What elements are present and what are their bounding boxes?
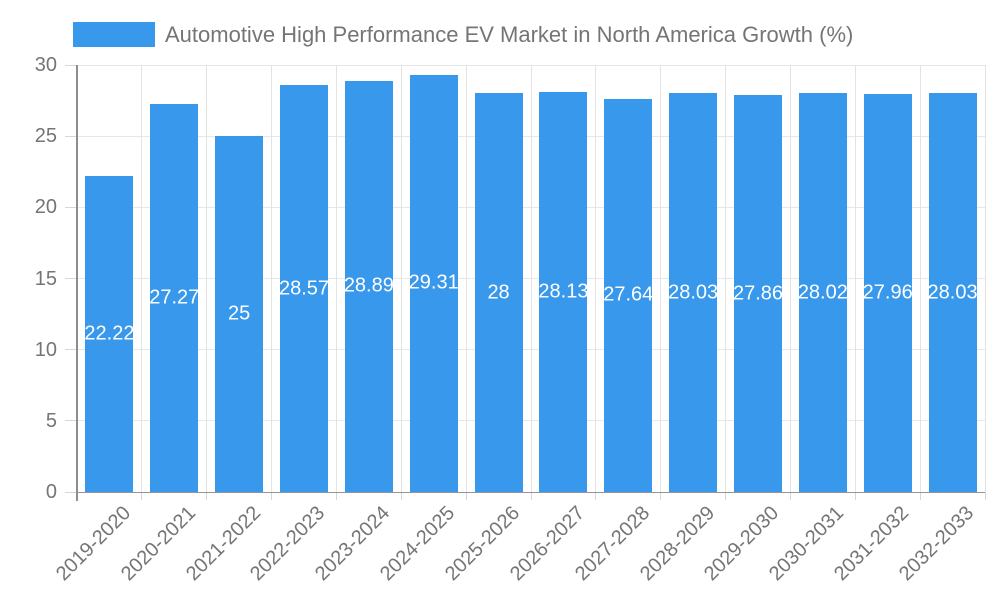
bar[interactable]: 27.64 xyxy=(604,98,653,492)
y-tick-mark xyxy=(65,206,77,208)
x-axis-line xyxy=(77,492,985,493)
bar[interactable]: 28.03 xyxy=(928,93,977,492)
bar[interactable]: 28 xyxy=(474,93,523,492)
gridline-vertical xyxy=(141,65,143,492)
bar-value-label: 28.03 xyxy=(928,281,977,303)
bar-value-label: 29.31 xyxy=(409,271,458,294)
y-tick-mark xyxy=(65,135,77,137)
y-tick-mark xyxy=(65,278,77,279)
x-tick-mark xyxy=(141,492,143,500)
bar-value-label: 27.96 xyxy=(863,281,912,304)
x-tick-mark xyxy=(789,492,791,500)
bar-value-label: 28.57 xyxy=(280,277,328,300)
gridline-vertical xyxy=(919,65,921,492)
y-tick-mark xyxy=(65,491,77,493)
bar-value-label: 27.86 xyxy=(734,282,782,305)
x-tick-mark xyxy=(271,492,273,500)
x-tick-mark xyxy=(465,492,467,500)
bar-value-label: 27.27 xyxy=(150,286,199,309)
bar[interactable]: 27.96 xyxy=(863,94,912,492)
y-axis-label: 15 xyxy=(34,267,57,290)
legend-item[interactable]: Automotive High Performance EV Market in… xyxy=(73,22,853,47)
x-tick-mark xyxy=(919,492,921,500)
x-tick-mark xyxy=(206,492,208,500)
y-axis-line xyxy=(76,65,78,501)
x-tick-mark xyxy=(725,492,727,500)
bar[interactable]: 28.57 xyxy=(280,85,328,492)
bar[interactable]: 27.27 xyxy=(150,103,199,492)
bar[interactable]: 28.03 xyxy=(669,93,718,492)
y-tick-mark xyxy=(65,64,77,66)
gridline-vertical xyxy=(660,65,662,492)
bar-value-label: 28.03 xyxy=(669,281,718,303)
gridline-vertical xyxy=(400,65,402,492)
x-tick-mark xyxy=(335,492,337,500)
x-tick-mark xyxy=(854,492,856,500)
gridline-vertical xyxy=(984,65,986,492)
gridline-vertical xyxy=(854,65,856,492)
gridline-vertical xyxy=(465,65,467,492)
y-tick-mark xyxy=(65,349,77,351)
x-tick-mark xyxy=(660,492,662,500)
gridline-vertical xyxy=(530,65,532,492)
y-axis-label: 25 xyxy=(34,125,57,148)
bar-value-label: 25 xyxy=(228,302,251,325)
bar-value-label: 27.64 xyxy=(604,283,653,306)
gridline-vertical xyxy=(271,65,273,492)
bar-value-label: 22.22 xyxy=(85,322,134,345)
y-axis-label: 30 xyxy=(34,54,57,76)
bar-value-label: 28.89 xyxy=(344,274,393,297)
bar[interactable]: 28.02 xyxy=(798,93,847,492)
y-tick-mark xyxy=(65,420,77,422)
legend-swatch-icon xyxy=(73,22,155,47)
x-tick-mark xyxy=(400,492,402,500)
bar-value-label: 28.13 xyxy=(539,280,588,303)
bar-value-label: 28 xyxy=(487,281,510,304)
gridline-vertical xyxy=(335,65,337,492)
bar[interactable]: 29.31 xyxy=(409,74,458,492)
gridline-vertical xyxy=(789,65,791,492)
x-tick-mark xyxy=(984,492,986,500)
bar[interactable]: 28.13 xyxy=(539,91,588,492)
bar[interactable]: 22.22 xyxy=(85,175,134,492)
bar-value-label: 28.02 xyxy=(798,281,847,304)
y-axis-label: 5 xyxy=(45,409,57,432)
bar[interactable]: 27.86 xyxy=(734,95,782,492)
legend-label: Automotive High Performance EV Market in… xyxy=(165,22,854,47)
gridline-vertical xyxy=(595,65,597,492)
gridline-vertical xyxy=(206,65,208,492)
y-axis-label: 0 xyxy=(45,481,57,503)
bar[interactable]: 25 xyxy=(215,136,264,492)
bar[interactable]: 28.89 xyxy=(344,80,393,492)
x-tick-mark xyxy=(530,492,532,500)
gridline-vertical xyxy=(725,65,727,492)
y-axis-label: 20 xyxy=(34,196,57,219)
y-axis-label: 10 xyxy=(34,338,57,361)
x-tick-mark xyxy=(595,492,597,500)
